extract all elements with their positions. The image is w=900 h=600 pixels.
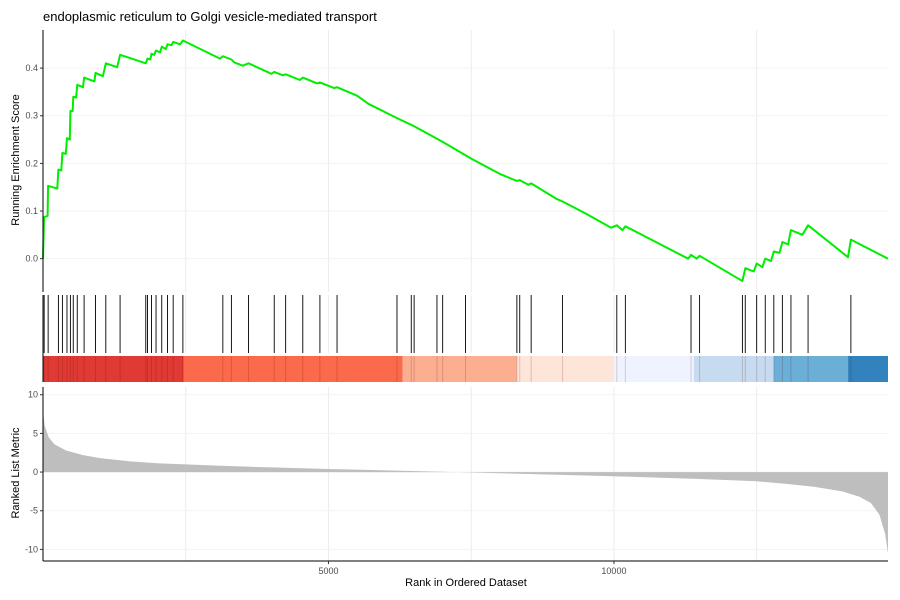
ranked-metric-panel [43,410,888,554]
running-score-axis-title: Running Enrichment Score [10,94,22,225]
hit-ticks-panel [43,295,888,382]
metric-y-tick-label-1: 5 [33,428,38,438]
running-score-panel [42,39,889,282]
x-tick-label-1: 10000 [601,566,626,576]
color-bar-segment-1 [183,356,403,382]
es-y-tick-label-3: 0.3 [25,111,38,121]
color-bar-segment-0 [43,356,184,382]
es-y-tick-label-1: 0.1 [25,206,38,216]
es-y-tick-label-2: 0.2 [25,158,38,168]
metric-y-tick-label-4: -10 [25,544,38,554]
color-bar-segment-2 [402,356,517,382]
color-bar-segment-4 [613,356,694,382]
color-bar-segment-6 [773,356,849,382]
es-y-tick-label-4: 0.4 [25,63,38,73]
color-bar-segment-7 [848,356,888,382]
x-tick-label-0: 5000 [318,566,338,576]
ranked-metric-axis-title: Ranked List Metric [10,427,22,519]
grid-lines [43,30,888,561]
plot-title: endoplasmic reticulum to Golgi vesicle-m… [43,9,377,24]
running-score-line [42,39,889,282]
color-bar-segment-5 [693,356,774,382]
metric-y-tick-label-0: 10 [28,390,38,400]
color-bar-segment-3 [516,356,614,382]
es-y-tick-label-0: 0.0 [25,254,38,264]
axes: 0.0 0.1 0.2 0.3 0.4 10 5 0 -5 -10 5000 10000 [25,30,888,576]
metric-y-tick-label-3: -5 [30,506,38,516]
ranked-metric-area [43,410,888,554]
metric-y-tick-label-2: 0 [33,467,38,477]
x-axis-title: Rank in Ordered Dataset [405,577,527,589]
